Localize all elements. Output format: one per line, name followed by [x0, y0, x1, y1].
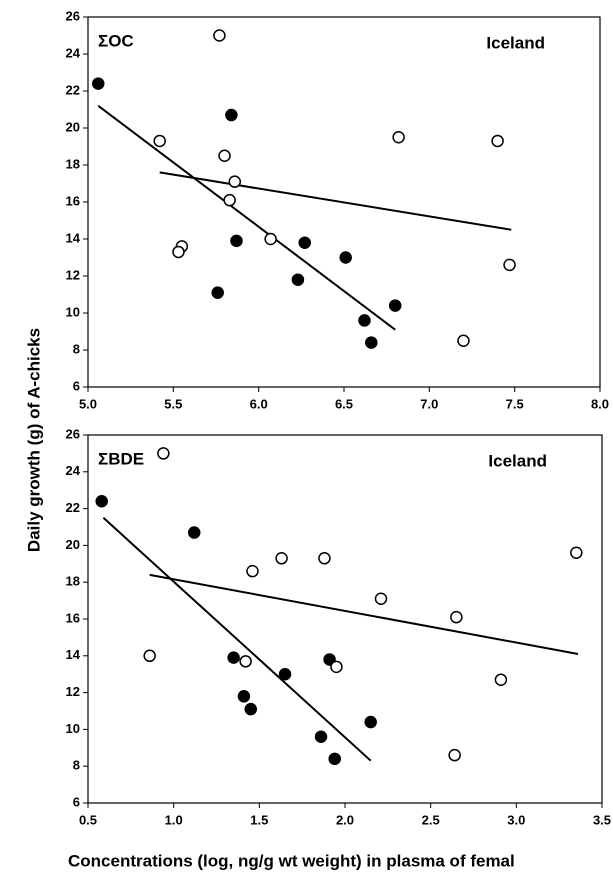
x-tick-label: 3.0 [507, 812, 525, 827]
regression-line [159, 171, 512, 231]
data-point [275, 552, 288, 565]
data-point [143, 649, 156, 663]
y-tick-label: 16 [66, 610, 80, 625]
y-tick-label: 10 [66, 304, 80, 319]
x-tick-label: 1.5 [250, 812, 268, 827]
data-point [213, 29, 226, 42]
data-point [450, 610, 463, 624]
data-point [314, 730, 328, 744]
x-tick-label: 8.0 [591, 396, 609, 411]
data-point [227, 651, 240, 664]
y-tick-label: 22 [66, 500, 80, 515]
data-point [491, 134, 504, 148]
x-tick-label: 7.5 [506, 396, 524, 411]
x-tick-label: 6.0 [250, 396, 268, 411]
y-tick-label: 20 [66, 119, 80, 134]
data-point [244, 702, 258, 716]
y-tick-label: 20 [66, 537, 80, 552]
data-point [264, 232, 277, 246]
data-point [187, 526, 201, 539]
data-point [91, 77, 105, 90]
data-point [218, 149, 231, 162]
data-point [457, 334, 470, 347]
data-point [95, 494, 108, 508]
y-tick-label: 12 [66, 684, 80, 699]
x-tick-label: 2.5 [422, 812, 440, 827]
data-point [365, 336, 378, 349]
data-point [330, 660, 343, 674]
data-point [448, 748, 461, 762]
data-point [392, 131, 405, 144]
y-tick-label: 16 [66, 193, 80, 208]
y-tick-label: 18 [66, 156, 80, 171]
y-tick-label: 8 [73, 758, 80, 773]
panel-label: ΣBDE [98, 449, 144, 468]
data-point [246, 564, 259, 578]
x-tick-label: 3.5 [593, 812, 611, 827]
x-tick-label: 2.0 [336, 812, 354, 827]
plot-frame [87, 434, 603, 804]
x-tick-label: 7.0 [420, 396, 438, 411]
y-tick-label: 26 [66, 8, 80, 23]
data-point [239, 655, 252, 668]
data-point [364, 715, 377, 729]
data-point [318, 552, 331, 565]
data-point [237, 690, 251, 703]
regression-line [149, 573, 579, 655]
y-tick-label: 22 [66, 82, 80, 97]
y-tick-label: 24 [66, 463, 81, 478]
data-point [157, 447, 170, 460]
x-tick-label: 0.5 [79, 812, 97, 827]
data-point [172, 245, 185, 259]
data-point [494, 673, 508, 686]
data-point [291, 273, 305, 286]
y-tick-label: 26 [66, 426, 80, 441]
y-tick-label: 12 [66, 267, 80, 282]
data-point [339, 251, 352, 264]
y-tick-label: 18 [66, 574, 80, 589]
data-point [225, 108, 238, 122]
x-tick-label: 5.5 [164, 396, 182, 411]
x-tick-label: 5.0 [79, 396, 97, 411]
x-tick-label: 1.0 [165, 812, 183, 827]
data-point [211, 286, 224, 299]
data-point [374, 592, 388, 606]
y-tick-label: 6 [73, 378, 80, 393]
site-label: Iceland [486, 33, 545, 52]
data-point [503, 258, 516, 272]
y-tick-label: 24 [66, 45, 81, 60]
x-tick-label: 6.5 [335, 396, 353, 411]
data-point [358, 314, 371, 327]
y-axis-label: Daily growth (g) of A-chicks [24, 328, 43, 552]
y-tick-label: 10 [66, 721, 80, 736]
data-point [230, 234, 243, 248]
y-tick-label: 6 [73, 794, 80, 809]
data-point [328, 752, 341, 766]
x-axis-label: Concentrations (log, ng/g wt weight) in … [68, 851, 515, 870]
y-tick-label: 14 [66, 230, 81, 245]
regression-line [102, 517, 372, 762]
data-point [278, 667, 292, 681]
data-point [223, 193, 236, 207]
data-point [153, 134, 166, 148]
data-point [570, 546, 583, 560]
regression-line [97, 105, 396, 331]
y-tick-label: 14 [66, 647, 81, 662]
panel-label: ΣOC [98, 31, 134, 50]
y-tick-label: 8 [73, 341, 80, 356]
site-label: Iceland [488, 451, 547, 470]
data-point [228, 175, 242, 188]
data-point [388, 299, 402, 312]
data-point [298, 236, 311, 249]
